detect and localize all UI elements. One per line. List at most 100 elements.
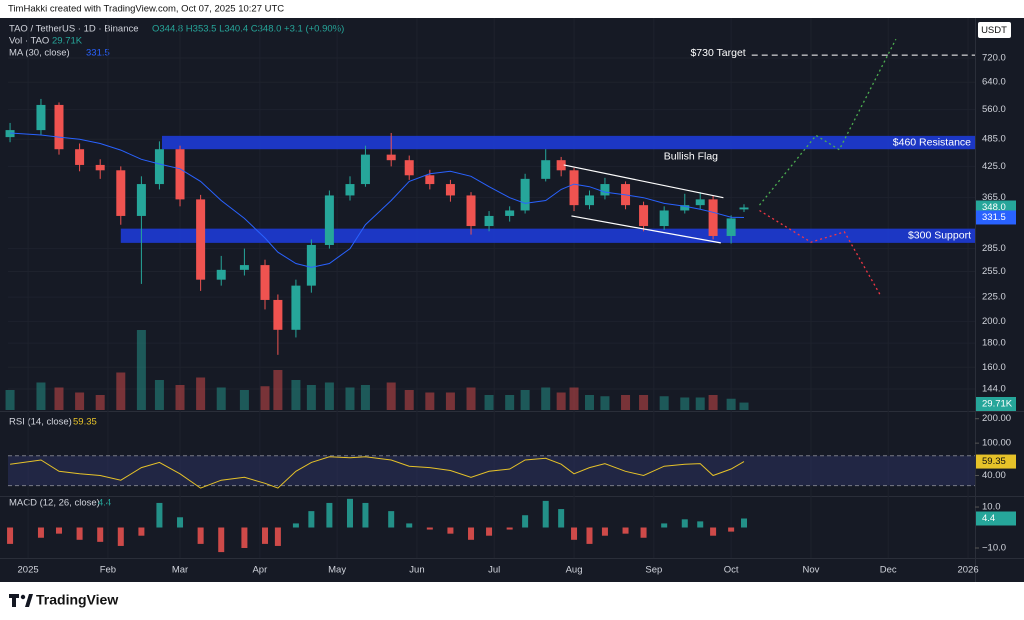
candle-body <box>75 149 85 165</box>
volume-bar <box>54 387 64 410</box>
volume-last: 29.71K <box>982 399 1013 410</box>
x-tick-label: Apr <box>252 565 267 576</box>
macd-bar <box>7 527 14 544</box>
flag-upper-line <box>563 164 724 199</box>
x-tick-label: Dec <box>880 565 897 576</box>
candle-body <box>569 170 579 206</box>
candle-body <box>260 265 270 300</box>
candle-body <box>425 175 435 185</box>
candle-body <box>505 210 515 216</box>
macd-bar <box>117 527 124 546</box>
macd-legend: MACD (12, 26, close) <box>9 498 100 509</box>
y-tick-label: 225.0 <box>982 292 1006 303</box>
resistance-zone <box>161 135 976 150</box>
volume-bar <box>345 387 355 410</box>
macd-bar <box>586 527 593 544</box>
volume-bar <box>708 395 718 410</box>
macd-bar <box>177 517 184 528</box>
macd-bar <box>241 527 248 548</box>
macd-bar <box>697 521 704 528</box>
candle-body <box>291 285 301 330</box>
macd-bar <box>362 502 369 528</box>
rsi-last-box <box>976 454 1016 469</box>
volume-bar <box>425 392 435 410</box>
candle-body <box>520 178 530 211</box>
x-tick-label: Nov <box>803 565 820 576</box>
macd-bar <box>262 527 269 544</box>
macd-bar <box>622 527 629 534</box>
volume-bar <box>196 377 206 410</box>
rsi-tick-label: 200.00 <box>982 413 1011 424</box>
volume-bar <box>621 395 631 410</box>
macd-last-box <box>976 511 1016 526</box>
macd-bar <box>156 502 163 528</box>
macd-bar <box>640 527 647 538</box>
macd-bar <box>326 502 333 528</box>
x-tick-label: 2026 <box>957 565 978 576</box>
volume-bar <box>324 382 334 410</box>
x-tick-label: Aug <box>566 565 583 576</box>
volume-bar <box>600 396 610 410</box>
volume-bar <box>95 395 105 410</box>
volume-legend: Vol · TAO <box>9 36 49 47</box>
x-tick-label: 2025 <box>18 565 39 576</box>
volume-bar <box>175 385 185 410</box>
symbol: TAO / TetherUS · 1D · Binance <box>9 24 139 35</box>
x-tick-label: Oct <box>724 565 739 576</box>
volume-bar <box>466 387 476 410</box>
macd-bar <box>601 527 608 536</box>
x-tick-label: Jun <box>409 565 424 576</box>
macd-bar <box>558 509 565 528</box>
volume-bar <box>5 390 15 410</box>
volume-bar <box>484 395 494 410</box>
macd-bar <box>728 527 735 532</box>
macd-bar <box>710 527 717 536</box>
volume-bar <box>216 387 226 410</box>
macd-bar <box>522 515 529 528</box>
bear-projection <box>759 209 882 296</box>
macd-bar <box>138 527 145 536</box>
flag-label: Bullish Flag <box>664 151 718 163</box>
volume-bar <box>154 380 164 410</box>
macd-bar <box>681 519 688 528</box>
y-tick-label: 160.0 <box>982 362 1006 373</box>
volume-legend-value: 29.71K <box>52 36 83 47</box>
macd-bar <box>346 498 353 528</box>
ma-line <box>10 132 745 268</box>
volume-bar <box>136 330 146 410</box>
macd-bar <box>468 527 475 540</box>
volume-bar <box>360 385 370 410</box>
ma-last-box <box>976 210 1016 225</box>
rsi-legend-value: 59.35 <box>73 417 97 428</box>
candle-body <box>484 215 494 227</box>
candle-body <box>386 154 396 161</box>
macd-bar <box>486 527 493 536</box>
volume-bar <box>75 392 85 410</box>
macd-bar <box>37 527 44 538</box>
target-label: $730 Target <box>690 47 745 59</box>
macd-bar <box>388 511 395 528</box>
macd-bar <box>274 527 281 546</box>
ohlc-legend: O344.8 H353.5 L340.4 C348.0 +3.1 (+0.90%… <box>152 24 344 35</box>
rsi-line <box>10 456 745 489</box>
x-tick-label: May <box>328 565 346 576</box>
macd-bar <box>506 527 513 530</box>
y-tick-label: 640.0 <box>982 77 1006 88</box>
support-zone <box>120 228 975 243</box>
candle-body <box>273 299 283 330</box>
macd-bar <box>55 527 62 534</box>
last-price: 348.0 <box>982 202 1006 213</box>
volume-bar <box>695 397 705 410</box>
ma-legend: MA (30, close) <box>9 48 70 59</box>
y-tick-label: 200.0 <box>982 316 1006 327</box>
macd-bar <box>197 527 204 544</box>
candle-body <box>600 184 610 196</box>
candle-body <box>639 205 649 227</box>
resistance-label: $460 Resistance <box>893 136 971 148</box>
candle-body <box>216 269 226 280</box>
candle-body <box>739 207 749 210</box>
volume-bar <box>680 397 690 410</box>
volume-bar <box>584 395 594 410</box>
volume-bar <box>306 385 316 410</box>
candle-body <box>584 195 594 206</box>
